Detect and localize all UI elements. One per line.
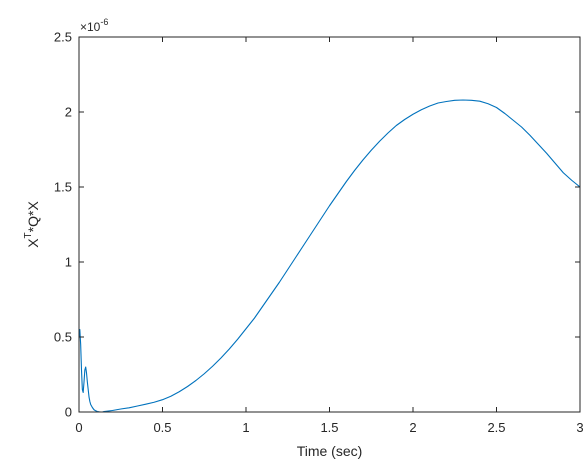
- y-axis-label-superscript: T: [23, 232, 34, 238]
- x-tick-label-3: 1.5: [320, 420, 338, 435]
- x-tick-label-6: 3: [576, 420, 583, 435]
- x-tick-label-5: 2.5: [487, 420, 505, 435]
- x-tick-label-2: 1: [242, 420, 249, 435]
- x-tick-label-0: 0: [75, 420, 82, 435]
- x-axis-label: Time (sec): [297, 443, 363, 459]
- y-tick-layer: 0 0.5 1 1.5 2 2.5: [54, 30, 580, 420]
- x-tick-label-4: 2: [409, 420, 416, 435]
- y-axis-exponent: ×10-6: [80, 17, 108, 34]
- y-tick-label-0: 0: [65, 405, 72, 420]
- y-axis-label-rest: *Q*X: [25, 201, 41, 233]
- x-tick-layer: 0 0.5 1 1.5 2 2.5 3: [75, 37, 584, 435]
- line-layer: [78, 99, 581, 413]
- x-tick-label-1: 0.5: [153, 420, 171, 435]
- y-tick-label-2: 1: [65, 255, 72, 270]
- y-tick-label-4: 2: [65, 105, 72, 120]
- y-axis-exponent-power: -6: [100, 17, 108, 27]
- series-line-1: [78, 99, 581, 413]
- y-tick-label-5: 2.5: [54, 30, 72, 45]
- y-tick-label-3: 1.5: [54, 180, 72, 195]
- plot-area: [79, 37, 580, 412]
- y-axis-label: XT*Q*X: [23, 201, 41, 248]
- y-axis-exponent-base: ×10: [80, 20, 101, 34]
- y-axis-label-base: X: [25, 238, 41, 248]
- y-tick-label-1: 0.5: [54, 330, 72, 345]
